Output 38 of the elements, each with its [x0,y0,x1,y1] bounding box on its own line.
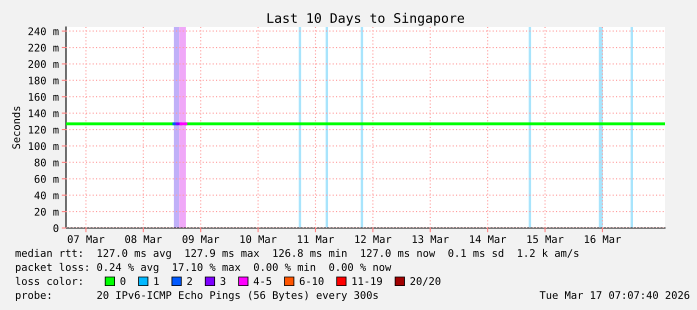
x-tick-label: 16 Mar [584,235,621,244]
y-tick-label: 180 m [28,76,59,84]
x-tick-label: 09 Mar [182,235,220,244]
text: median rtt: 127.0 ms avg 127.9 ms max 126.8 ms min 127.0 ms now 0.1 ms sd 1.2 k am/s [16,248,578,260]
x-tick-label: 11 Mar [298,235,334,244]
x-tick-label: 10 Mar [240,235,277,244]
y-tick-label: 60 m [34,175,59,183]
x-tick-label: 15 Mar [527,235,564,244]
y-tick-label: 200 m [28,60,59,68]
y-tick-label: 40 m [34,191,59,200]
y-tick-label: 160 m [28,92,59,101]
y-tick-label: 80 m [34,158,59,166]
legend-label: 0 [120,277,126,286]
y-tick-label: 120 m [28,126,59,134]
x-tick-label: 12 Mar [355,235,392,244]
legend-label: 4-5 [254,277,272,286]
y-tick-label: 0 [53,224,58,232]
x-tick-label: 08 Mar [125,235,162,244]
text: Tue Mar 17 07:07:40 2026 [540,291,690,300]
y-tick-label: 220 m [28,44,59,52]
x-tick-label: 13 Mar [412,235,449,244]
chart-title: Last 10 Days to Singapore [268,12,464,26]
text: loss color: [16,276,82,286]
y-tick-label: 240 m [28,27,59,36]
legend-label: 3 [220,277,226,286]
y-tick-label: 100 m [28,142,59,150]
text: packet loss: 0.24 % avg 17.10 % max 0.00 % min 0.00 % now [16,262,392,274]
text: probe: 20 IPv6-ICMP Echo Pings (56 Bytes) every 300s [16,290,378,302]
x-tick-label: 14 Mar [470,235,506,244]
legend-label: 20/20 [410,277,440,286]
legend-label: 6-10 [300,277,324,286]
legend-label: 2 [187,277,192,285]
y-tick-label: 140 m [28,109,59,118]
y-axis-title: Seconds [12,106,20,149]
legend-label: 1 [154,277,159,285]
x-tick-label: 07 Mar [68,235,104,244]
y-tick-label: 20 m [34,208,59,216]
legend-label: 11-19 [352,277,382,286]
